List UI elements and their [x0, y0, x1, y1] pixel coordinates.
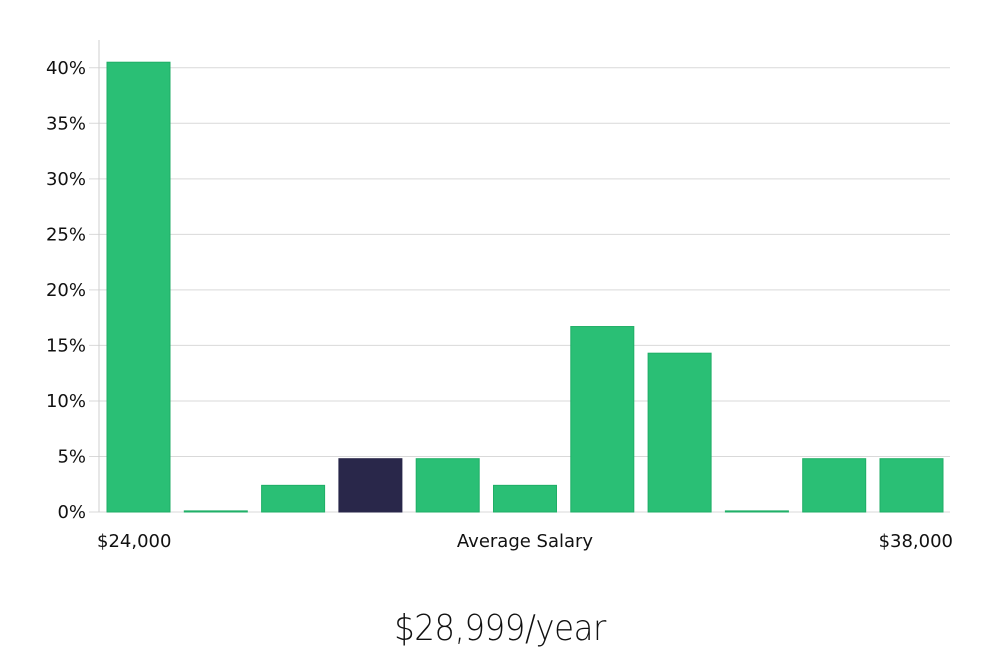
salary-histogram: 0% 5% 10% 15% 20% 25% 30% 35% 40% $24,000 Averag… — [46, 40, 953, 552]
y-tick-label: 10% — [46, 391, 86, 412]
x-range-min-label: $24,000 — [97, 531, 171, 552]
y-tick-label: 5% — [57, 446, 86, 467]
histogram-bar — [415, 458, 480, 513]
y-axis-ticks: 0% 5% 10% 15% 20% 25% 30% 35% 40% — [46, 58, 86, 523]
histogram-bar — [261, 484, 326, 513]
y-tick-label: 30% — [46, 169, 86, 190]
y-tick-label: 20% — [46, 280, 86, 301]
x-range-max-label: $38,000 — [879, 531, 953, 552]
grid-lines — [89, 67, 950, 513]
histogram-bar — [802, 458, 867, 513]
histogram-bar — [183, 510, 248, 513]
histogram-bar — [570, 326, 635, 513]
average-salary-value: $28,999/year — [394, 608, 606, 649]
y-tick-label: 0% — [57, 502, 86, 523]
y-tick-label: 35% — [46, 113, 86, 134]
y-tick-label: 15% — [46, 335, 86, 356]
y-tick-label: 40% — [46, 58, 86, 79]
histogram-bar — [106, 61, 171, 513]
histogram-bar-highlighted — [338, 458, 403, 513]
histogram-bar — [879, 458, 944, 513]
histogram-bar — [724, 510, 789, 513]
histogram-bar — [493, 484, 557, 513]
bars — [106, 61, 944, 513]
x-axis-label: Average Salary — [457, 531, 594, 552]
y-tick-label: 25% — [46, 224, 86, 245]
histogram-bar — [647, 352, 712, 513]
